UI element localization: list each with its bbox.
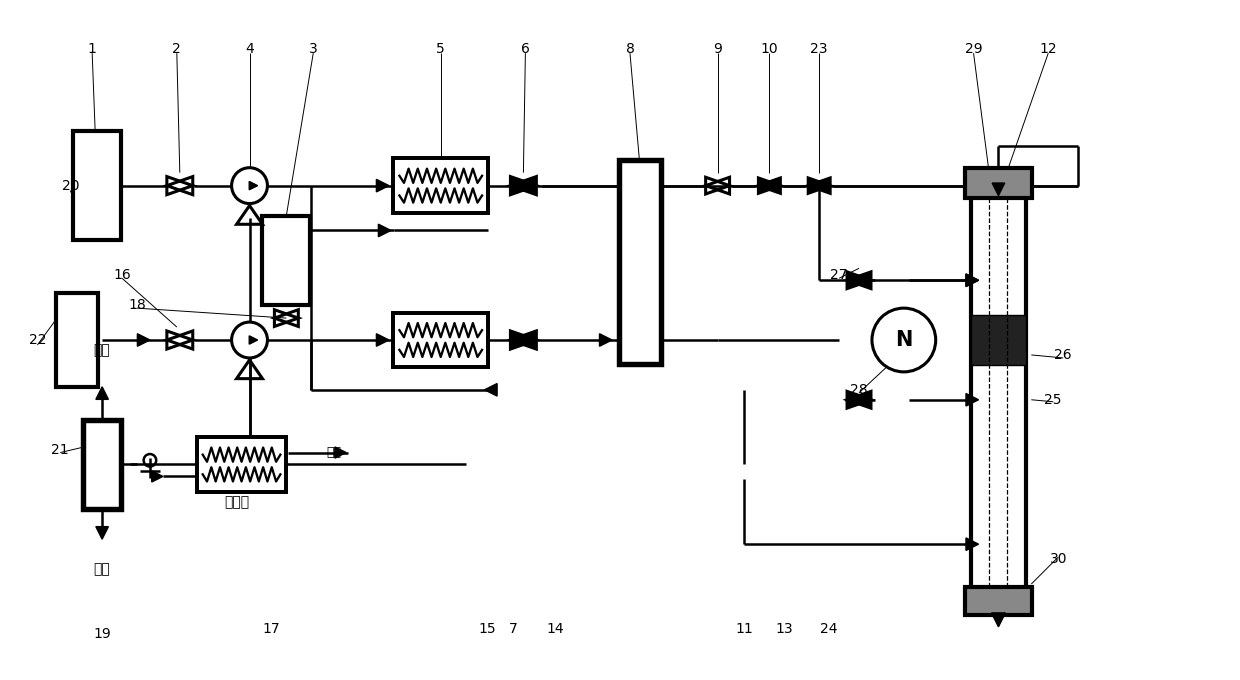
Text: 16: 16 bbox=[113, 269, 131, 282]
Text: 气体: 气体 bbox=[94, 343, 110, 357]
Polygon shape bbox=[95, 526, 108, 539]
Bar bbox=[619, 160, 661, 364]
Polygon shape bbox=[992, 183, 1004, 196]
Bar bbox=[393, 313, 489, 367]
Polygon shape bbox=[759, 178, 780, 193]
Polygon shape bbox=[966, 394, 978, 406]
Polygon shape bbox=[249, 182, 258, 190]
Polygon shape bbox=[808, 178, 830, 193]
Text: 22: 22 bbox=[29, 333, 46, 347]
Bar bbox=[56, 292, 98, 388]
Bar bbox=[83, 420, 122, 509]
Text: 6: 6 bbox=[521, 42, 529, 56]
Polygon shape bbox=[992, 613, 1006, 627]
Circle shape bbox=[872, 308, 936, 372]
Polygon shape bbox=[511, 177, 537, 194]
Text: 4: 4 bbox=[246, 42, 254, 56]
Bar bbox=[965, 587, 1032, 615]
Polygon shape bbox=[847, 392, 870, 408]
Text: 19: 19 bbox=[93, 627, 112, 641]
Text: 13: 13 bbox=[775, 622, 794, 636]
Bar bbox=[263, 216, 310, 305]
Polygon shape bbox=[511, 331, 537, 349]
Bar bbox=[393, 158, 489, 213]
Text: N: N bbox=[895, 330, 913, 350]
Text: 2: 2 bbox=[172, 42, 181, 56]
Text: 3: 3 bbox=[309, 42, 317, 56]
Text: 5: 5 bbox=[436, 42, 445, 56]
Polygon shape bbox=[808, 178, 830, 193]
Text: 液体: 液体 bbox=[94, 562, 110, 576]
Bar bbox=[971, 315, 1025, 365]
Text: 27: 27 bbox=[831, 269, 848, 282]
Polygon shape bbox=[847, 392, 870, 408]
Text: 24: 24 bbox=[821, 622, 838, 636]
Polygon shape bbox=[378, 224, 391, 237]
Text: 20: 20 bbox=[62, 179, 79, 192]
Polygon shape bbox=[377, 334, 389, 346]
Polygon shape bbox=[847, 272, 870, 288]
Polygon shape bbox=[966, 538, 978, 550]
Text: 1: 1 bbox=[88, 42, 97, 56]
Polygon shape bbox=[759, 178, 780, 193]
Bar bbox=[965, 168, 1032, 198]
Bar bbox=[971, 190, 1025, 594]
Circle shape bbox=[232, 168, 268, 203]
Text: 热水: 热水 bbox=[326, 446, 341, 459]
Text: 26: 26 bbox=[1054, 348, 1073, 362]
Text: 29: 29 bbox=[965, 42, 982, 56]
Text: 30: 30 bbox=[1049, 552, 1066, 566]
Text: 15: 15 bbox=[479, 622, 496, 636]
Text: 21: 21 bbox=[52, 443, 69, 456]
Bar bbox=[197, 437, 286, 492]
Text: 18: 18 bbox=[128, 298, 146, 312]
Text: 冷却水: 冷却水 bbox=[224, 495, 249, 509]
Circle shape bbox=[232, 322, 268, 358]
Text: 7: 7 bbox=[510, 622, 518, 636]
Polygon shape bbox=[138, 334, 150, 346]
Polygon shape bbox=[151, 471, 162, 482]
Polygon shape bbox=[95, 387, 108, 399]
Polygon shape bbox=[511, 177, 537, 194]
Text: 9: 9 bbox=[713, 42, 722, 56]
Bar bbox=[991, 175, 1007, 190]
Polygon shape bbox=[966, 274, 978, 286]
Polygon shape bbox=[377, 180, 389, 192]
Text: 25: 25 bbox=[1044, 393, 1061, 407]
Text: 10: 10 bbox=[760, 42, 779, 56]
Polygon shape bbox=[249, 336, 258, 344]
Text: 8: 8 bbox=[625, 42, 635, 56]
Polygon shape bbox=[966, 274, 978, 286]
Polygon shape bbox=[599, 334, 613, 346]
Polygon shape bbox=[335, 447, 346, 458]
Text: 14: 14 bbox=[547, 622, 564, 636]
Text: 17: 17 bbox=[263, 622, 280, 636]
Polygon shape bbox=[847, 272, 870, 288]
Text: 12: 12 bbox=[1039, 42, 1056, 56]
Bar bbox=[73, 131, 122, 241]
Text: 23: 23 bbox=[811, 42, 828, 56]
Polygon shape bbox=[511, 331, 537, 349]
Polygon shape bbox=[485, 384, 497, 396]
Text: 11: 11 bbox=[735, 622, 754, 636]
Text: 28: 28 bbox=[851, 383, 868, 397]
